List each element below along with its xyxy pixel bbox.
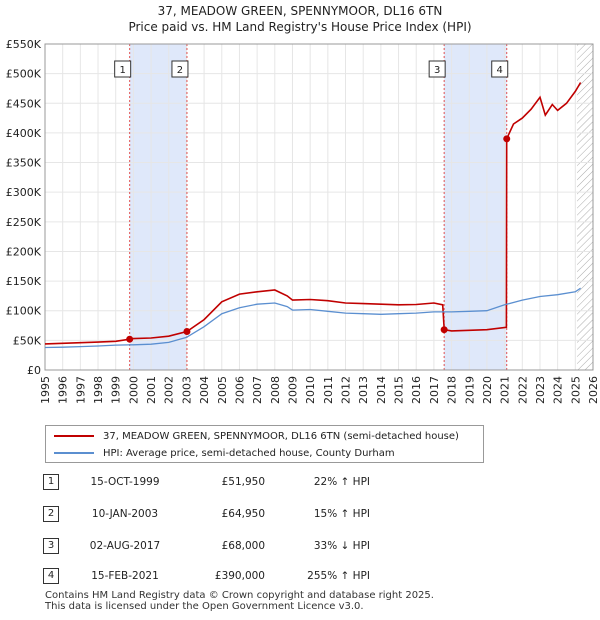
y-tick-label: £300K: [6, 186, 42, 199]
x-tick-label: 2009: [286, 376, 299, 404]
sale-label-text: 2: [177, 65, 183, 76]
table-row: 3 02-AUG-2017 £68,000 33% ↓ HPI: [0, 538, 600, 558]
x-tick-label: 2026: [587, 376, 600, 404]
x-tick-label: 2006: [233, 376, 246, 404]
y-tick-label: £450K: [6, 97, 42, 110]
sale-label-text: 4: [497, 65, 503, 76]
y-tick-label: £200K: [6, 245, 42, 258]
chart-subtitle: Price paid vs. HM Land Registry's House …: [128, 20, 472, 34]
row-price: £51,950: [221, 476, 265, 488]
row-hpi-change: 33% ↓ HPI: [313, 540, 370, 552]
y-tick-label: £150K: [6, 275, 42, 288]
footer-licence: This data is licensed under the Open Gov…: [45, 601, 364, 612]
x-tick-label: 2005: [216, 376, 229, 404]
footer: Contains HM Land Registry data © Crown c…: [45, 590, 434, 612]
sale-label-box: [114, 60, 132, 78]
row-number-badge: 2: [43, 506, 59, 522]
row-date: 02-AUG-2017: [89, 540, 161, 552]
y-tick-label: £500K: [6, 68, 42, 81]
x-tick-label: 2021: [499, 376, 512, 404]
sale-point: [126, 335, 134, 343]
sale-point: [440, 326, 448, 334]
sale-label-box: [171, 60, 189, 78]
y-tick-label: £50K: [13, 334, 42, 347]
legend-label-hpi: HPI: Average price, semi-detached house,…: [103, 447, 395, 459]
legend-label-property: 37, MEADOW GREEN, SPENNYMOOR, DL16 6TN (…: [103, 430, 459, 442]
row-date: 15-FEB-2021: [91, 570, 159, 582]
legend: 37, MEADOW GREEN, SPENNYMOOR, DL16 6TN (…: [45, 425, 484, 463]
row-hpi-change: 15% ↑ HPI: [313, 508, 370, 520]
price-chart: 1 2 3 4 £0 £50K £100K £150K £200K £250K £300K £350K…: [6, 38, 600, 404]
y-tick-label: £400K: [6, 127, 42, 140]
x-tick-label: 2014: [375, 376, 388, 404]
x-tick-label: 2002: [163, 376, 176, 404]
x-tick-label: 2003: [180, 376, 193, 404]
sale-label-text: 1: [119, 65, 125, 76]
row-price: £390,000: [214, 570, 265, 582]
x-tick-label: 1998: [92, 376, 105, 404]
table-row: 4 15-FEB-2021 £390,000 255% ↑ HPI: [0, 568, 600, 588]
sale-point: [503, 135, 511, 143]
legend-item-hpi: HPI: Average price, semi-detached house,…: [54, 445, 395, 461]
x-tick-label: 1997: [74, 376, 87, 404]
x-tick-label: 2023: [534, 376, 547, 404]
x-tick-label: 2012: [340, 376, 353, 404]
sale-label-box: [428, 60, 446, 78]
legend-item-property: 37, MEADOW GREEN, SPENNYMOOR, DL16 6TN (…: [54, 428, 459, 444]
x-tick-label: 2017: [428, 376, 441, 404]
row-number-badge: 3: [43, 538, 59, 554]
x-tick-label: 2022: [516, 376, 529, 404]
x-tick-label: 2019: [463, 376, 476, 404]
footer-copyright: Contains HM Land Registry data © Crown c…: [45, 590, 434, 601]
y-tick-label: £100K: [6, 305, 42, 318]
table-row: 2 10-JAN-2003 £64,950 15% ↑ HPI: [0, 506, 600, 526]
x-tick-label: 1996: [57, 376, 70, 404]
x-tick-label: 2016: [410, 376, 423, 404]
chart-title: 37, MEADOW GREEN, SPENNYMOOR, DL16 6TN: [157, 4, 443, 18]
x-tick-label: 2018: [446, 376, 459, 404]
x-tick-label: 2007: [251, 376, 264, 404]
sale-label-text: 3: [434, 65, 440, 76]
x-tick-label: 2010: [304, 376, 317, 404]
forecast-hatch: [577, 44, 593, 370]
ownership-shade: [129, 44, 187, 370]
x-tick-label: 2000: [127, 376, 140, 404]
y-tick-label: £550K: [6, 38, 42, 51]
x-tick-label: 2008: [269, 376, 282, 404]
legend-swatch-property: [54, 435, 94, 437]
row-date: 15-OCT-1999: [90, 476, 160, 488]
row-number-badge: 4: [43, 568, 59, 584]
row-hpi-change: 255% ↑ HPI: [307, 570, 370, 582]
y-tick-label: £250K: [6, 216, 42, 229]
table-row: 1 15-OCT-1999 £51,950 22% ↑ HPI: [0, 474, 600, 494]
plot-frame: [44, 43, 594, 371]
y-tick-label: £0: [27, 364, 41, 377]
x-tick-label: 2024: [552, 376, 565, 404]
series-line-hpi: [44, 287, 581, 349]
x-tick-label: 2020: [481, 376, 494, 404]
legend-swatch-hpi: [54, 452, 94, 454]
x-tick-label: 2011: [322, 376, 335, 404]
series-line-property: [44, 82, 582, 345]
x-tick-label: 1999: [110, 376, 123, 404]
sale-point: [183, 328, 191, 336]
x-tick-label: 1995: [39, 376, 52, 404]
row-hpi-change: 22% ↑ HPI: [313, 476, 370, 488]
x-tick-label: 2015: [393, 376, 406, 404]
x-tick-label: 2025: [569, 376, 582, 404]
row-price: £68,000: [221, 540, 265, 552]
row-date: 10-JAN-2003: [91, 508, 159, 520]
x-tick-label: 2004: [198, 376, 211, 404]
row-number-badge: 1: [43, 474, 59, 490]
row-price: £64,950: [221, 508, 265, 520]
x-tick-label: 2013: [357, 376, 370, 404]
ownership-shade: [444, 44, 507, 370]
x-tick-label: 2001: [145, 376, 158, 404]
sale-label-box: [491, 60, 509, 78]
y-tick-label: £350K: [6, 157, 42, 170]
